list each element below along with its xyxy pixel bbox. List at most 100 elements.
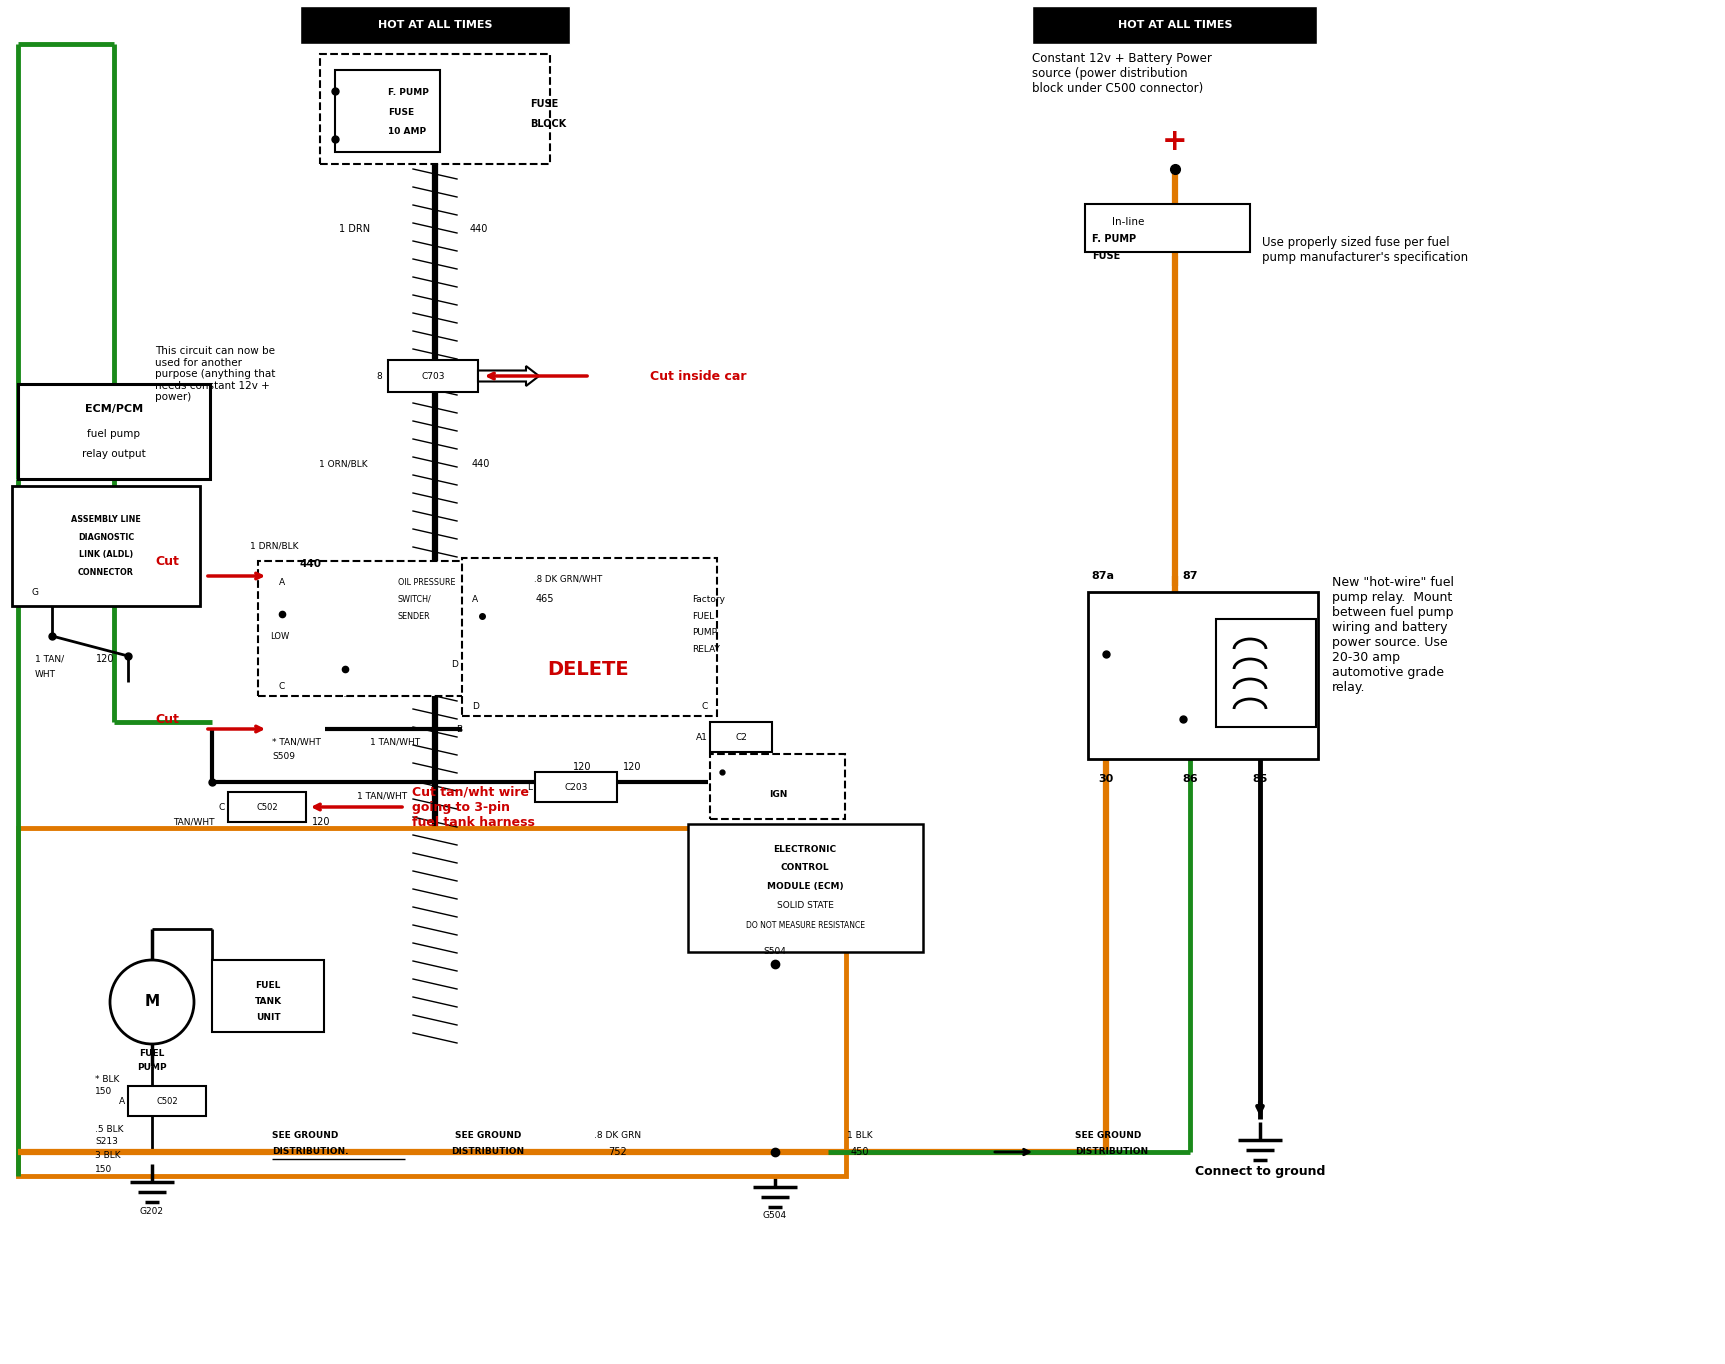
Text: TANK: TANK xyxy=(255,997,281,1007)
Bar xyxy=(300,5,569,44)
Text: A1: A1 xyxy=(697,732,707,742)
Text: Factory: Factory xyxy=(692,595,724,603)
Bar xyxy=(212,960,324,1033)
Text: CONTROL: CONTROL xyxy=(781,862,830,872)
Text: FUEL: FUEL xyxy=(255,982,281,990)
Text: PUMP: PUMP xyxy=(692,627,718,637)
Bar xyxy=(711,722,773,752)
Bar xyxy=(12,486,200,606)
Text: 440: 440 xyxy=(298,559,321,569)
Text: CONNECTOR: CONNECTOR xyxy=(78,567,135,577)
Bar xyxy=(711,754,845,818)
Text: going to 3-pin: going to 3-pin xyxy=(412,801,511,813)
Text: A: A xyxy=(473,595,478,603)
Text: C502: C502 xyxy=(157,1097,178,1105)
Bar xyxy=(688,824,923,952)
Text: 1 BLK: 1 BLK xyxy=(847,1132,873,1140)
Text: 1 TAN/WHT: 1 TAN/WHT xyxy=(357,791,407,801)
FancyArrow shape xyxy=(478,366,538,386)
Text: 87a: 87a xyxy=(1092,572,1114,581)
Text: 86: 86 xyxy=(1182,773,1197,784)
Text: 30: 30 xyxy=(1099,773,1114,784)
Text: DISTRIBUTION: DISTRIBUTION xyxy=(1075,1147,1149,1157)
Text: 1 DRN/BLK: 1 DRN/BLK xyxy=(250,542,298,551)
Text: DO NOT MEASURE RESISTANCE: DO NOT MEASURE RESISTANCE xyxy=(745,922,864,930)
Text: 1 TAN/: 1 TAN/ xyxy=(34,655,64,663)
Text: DIAGNOSTIC: DIAGNOSTIC xyxy=(78,532,135,542)
Text: HOT AT ALL TIMES: HOT AT ALL TIMES xyxy=(378,20,492,30)
Text: 752: 752 xyxy=(609,1147,628,1157)
Text: G504: G504 xyxy=(762,1211,787,1221)
Text: .8 DK GRN/WHT: .8 DK GRN/WHT xyxy=(533,574,602,584)
Text: C2: C2 xyxy=(735,732,747,742)
Text: 450: 450 xyxy=(850,1147,869,1157)
Circle shape xyxy=(110,960,193,1043)
Bar xyxy=(535,772,618,802)
Text: SENDER: SENDER xyxy=(398,611,431,621)
Text: S213: S213 xyxy=(95,1138,117,1147)
Text: 465: 465 xyxy=(536,593,554,604)
Text: S509: S509 xyxy=(273,752,295,761)
Text: C703: C703 xyxy=(421,371,445,381)
Text: LOW: LOW xyxy=(271,632,290,641)
Text: New "hot-wire" fuel
pump relay.  Mount
between fuel pump
wiring and battery
powe: New "hot-wire" fuel pump relay. Mount be… xyxy=(1332,576,1454,694)
Text: C: C xyxy=(279,682,285,690)
Text: SWITCH/: SWITCH/ xyxy=(398,595,431,603)
Text: C203: C203 xyxy=(564,783,588,791)
Text: 87: 87 xyxy=(1182,572,1197,581)
Text: BLOCK: BLOCK xyxy=(530,119,566,130)
Text: Use properly sized fuse per fuel
pump manufacturer's specification: Use properly sized fuse per fuel pump ma… xyxy=(1263,236,1468,265)
Text: C: C xyxy=(702,701,707,711)
Text: FUSE: FUSE xyxy=(388,108,414,116)
Text: RELAY: RELAY xyxy=(692,645,719,653)
Text: TAN/WHT: TAN/WHT xyxy=(174,817,216,827)
Text: B: B xyxy=(455,724,462,734)
Text: Cut inside car: Cut inside car xyxy=(650,370,747,382)
Text: 8: 8 xyxy=(376,371,381,381)
Bar xyxy=(1216,619,1316,727)
Text: DISTRIBUTION: DISTRIBUTION xyxy=(452,1147,524,1157)
Text: ASSEMBLY LINE: ASSEMBLY LINE xyxy=(71,514,141,524)
Text: 440: 440 xyxy=(469,224,488,235)
Bar xyxy=(388,360,478,391)
Text: D: D xyxy=(473,701,480,711)
Bar xyxy=(128,1086,205,1116)
Text: G202: G202 xyxy=(140,1207,164,1217)
Text: DISTRIBUTION.: DISTRIBUTION. xyxy=(273,1147,348,1157)
Bar xyxy=(335,70,440,151)
Text: Cut tan/wht wire: Cut tan/wht wire xyxy=(412,786,530,798)
Text: C502: C502 xyxy=(257,802,278,812)
Text: 120: 120 xyxy=(312,817,331,827)
Text: F. PUMP: F. PUMP xyxy=(1092,235,1137,244)
Text: PUMP: PUMP xyxy=(138,1064,167,1072)
Text: LINK (ALDL): LINK (ALDL) xyxy=(79,550,133,558)
Text: FUEL: FUEL xyxy=(692,611,714,621)
Bar xyxy=(1085,205,1251,252)
Text: 1 ORN/BLK: 1 ORN/BLK xyxy=(319,460,367,468)
Bar xyxy=(17,385,210,479)
Text: 1 TAN/WHT: 1 TAN/WHT xyxy=(369,738,421,746)
Bar xyxy=(17,828,845,1176)
Text: M: M xyxy=(145,994,159,1009)
Text: Cut: Cut xyxy=(155,555,179,567)
Text: Constant 12v + Battery Power
source (power distribution
block under C500 connect: Constant 12v + Battery Power source (pow… xyxy=(1032,52,1213,95)
Text: WHT: WHT xyxy=(34,670,55,678)
Text: ELECTRONIC: ELECTRONIC xyxy=(773,844,837,854)
Text: MODULE (ECM): MODULE (ECM) xyxy=(766,881,844,891)
Bar xyxy=(259,561,467,696)
Text: 1 DRN: 1 DRN xyxy=(338,224,369,235)
Text: OIL PRESSURE: OIL PRESSURE xyxy=(398,577,455,587)
Text: A: A xyxy=(119,1097,124,1105)
Text: S504: S504 xyxy=(764,948,787,956)
Text: fuel pump: fuel pump xyxy=(88,430,140,439)
Text: 10 AMP: 10 AMP xyxy=(388,127,426,135)
Text: 120: 120 xyxy=(97,653,114,664)
Text: This circuit can now be
used for another
purpose (anything that
needs constant 1: This circuit can now be used for another… xyxy=(155,346,276,402)
Text: 3 BLK: 3 BLK xyxy=(95,1151,121,1161)
Bar xyxy=(1088,592,1318,758)
Text: UNIT: UNIT xyxy=(255,1013,279,1023)
Text: FUSE: FUSE xyxy=(1092,251,1120,261)
Text: L: L xyxy=(528,783,531,791)
Text: 120: 120 xyxy=(623,762,642,772)
Text: DELETE: DELETE xyxy=(547,660,630,678)
